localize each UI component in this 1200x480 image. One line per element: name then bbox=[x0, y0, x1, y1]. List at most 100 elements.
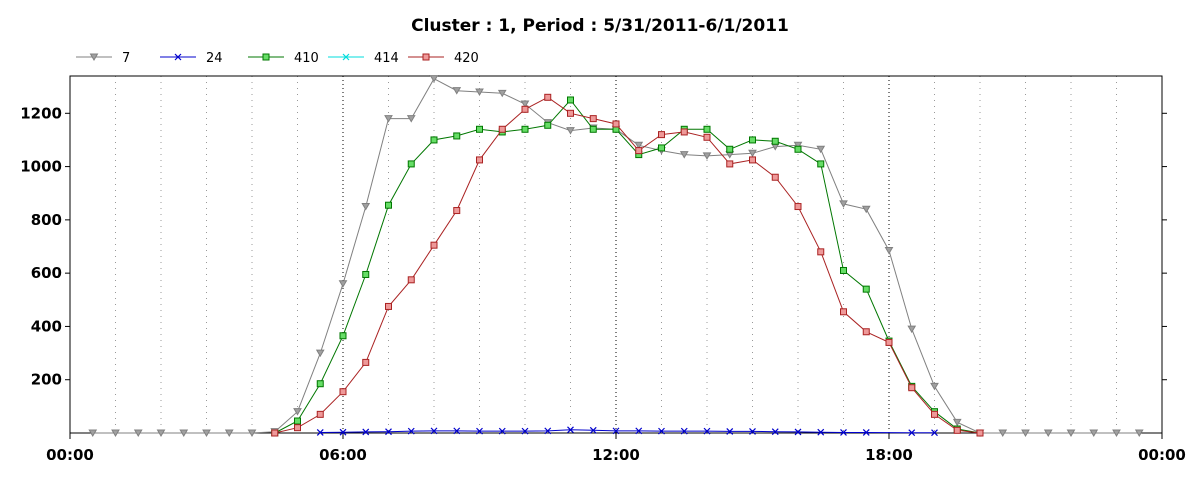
x-marker bbox=[726, 427, 734, 435]
square-marker bbox=[726, 160, 734, 168]
square-marker bbox=[658, 131, 665, 139]
square-marker bbox=[931, 410, 938, 418]
triangle-marker bbox=[293, 408, 302, 416]
triangle-marker bbox=[816, 145, 826, 154]
triangle-marker bbox=[1089, 429, 1099, 437]
triangle-marker bbox=[520, 100, 530, 108]
square-marker bbox=[316, 380, 324, 388]
x-tick-label: 18:00 bbox=[865, 446, 913, 464]
x-marker bbox=[453, 427, 461, 435]
triangle-marker bbox=[1021, 429, 1030, 437]
legend-item-414: 414 bbox=[328, 51, 399, 66]
square-marker bbox=[567, 109, 574, 117]
triangle-marker bbox=[429, 75, 439, 83]
square-marker bbox=[362, 270, 370, 278]
square-marker bbox=[422, 53, 430, 61]
square-marker bbox=[589, 125, 597, 133]
triangle-marker bbox=[361, 203, 371, 211]
series-line-410 bbox=[274, 99, 981, 434]
triangle-marker bbox=[247, 429, 257, 437]
square-marker bbox=[362, 358, 370, 366]
series-420 bbox=[271, 93, 984, 437]
square-marker bbox=[385, 302, 392, 310]
legend-item-7: 7 bbox=[76, 51, 130, 66]
legend-label: 410 bbox=[294, 51, 319, 66]
series-410 bbox=[271, 96, 984, 437]
square-marker bbox=[294, 424, 301, 432]
square-marker bbox=[476, 156, 483, 164]
square-marker bbox=[658, 144, 665, 152]
x-marker bbox=[342, 53, 350, 61]
triangle-marker bbox=[839, 200, 848, 208]
x-tick-label: 06:00 bbox=[319, 446, 367, 464]
square-marker bbox=[544, 121, 552, 129]
square-marker bbox=[498, 125, 506, 133]
legend-label: 24 bbox=[206, 51, 223, 66]
y-tick-label: 800 bbox=[31, 211, 62, 229]
square-marker bbox=[521, 105, 529, 113]
x-marker bbox=[794, 428, 802, 436]
square-marker bbox=[521, 125, 529, 133]
axes: 200 400 600 800 1000 1200 00:00 06:00 12:00 18:00… bbox=[20, 104, 1186, 464]
x-marker bbox=[862, 429, 870, 436]
square-marker bbox=[430, 136, 438, 144]
triangle-marker bbox=[907, 325, 917, 334]
legend-item-420: 420 bbox=[408, 51, 479, 66]
square-marker bbox=[612, 120, 620, 128]
x-marker bbox=[544, 427, 552, 435]
x-marker bbox=[362, 428, 370, 436]
y-tick-label: 600 bbox=[31, 264, 62, 282]
triangle-marker bbox=[384, 115, 393, 123]
square-marker bbox=[635, 147, 643, 155]
square-marker bbox=[385, 201, 392, 209]
y-tick-label: 200 bbox=[31, 371, 62, 389]
legend-label: 414 bbox=[374, 51, 399, 66]
chart-title: Cluster : 1, Period : 5/31/2011-6/1/2011 bbox=[411, 16, 789, 36]
square-marker bbox=[840, 266, 847, 274]
square-marker bbox=[953, 426, 961, 434]
square-marker bbox=[589, 115, 597, 123]
x-marker bbox=[749, 427, 756, 435]
square-marker bbox=[430, 241, 438, 249]
series-24 bbox=[316, 426, 938, 437]
square-marker bbox=[407, 160, 415, 168]
series-line-420 bbox=[274, 96, 981, 434]
legend-label: 420 bbox=[454, 51, 479, 66]
square-marker bbox=[794, 145, 802, 153]
square-marker bbox=[476, 125, 483, 133]
triangle-marker bbox=[338, 280, 348, 288]
triangle-marker bbox=[89, 53, 99, 61]
square-marker bbox=[316, 410, 324, 418]
triangle-marker bbox=[497, 89, 507, 98]
triangle-marker bbox=[884, 247, 894, 255]
square-marker bbox=[749, 136, 756, 144]
x-marker bbox=[635, 427, 643, 435]
triangle-marker bbox=[452, 87, 462, 95]
triangle-marker bbox=[634, 141, 644, 150]
triangle-marker bbox=[1112, 429, 1121, 437]
triangle-marker bbox=[475, 88, 484, 96]
x-marker bbox=[339, 428, 347, 436]
x-marker bbox=[430, 427, 438, 435]
square-marker bbox=[885, 338, 893, 346]
square-marker bbox=[453, 132, 461, 140]
x-tick-label: 00:00 bbox=[46, 446, 94, 464]
triangle-marker bbox=[861, 205, 871, 214]
square-marker bbox=[262, 53, 270, 61]
triangle-marker bbox=[679, 151, 689, 159]
x-marker bbox=[658, 427, 665, 435]
x-tick-label: 00:00 bbox=[1138, 446, 1186, 464]
square-marker bbox=[453, 207, 461, 215]
square-marker bbox=[840, 308, 847, 316]
square-marker bbox=[862, 328, 870, 336]
x-marker bbox=[385, 428, 392, 436]
triangle-marker bbox=[156, 429, 166, 437]
square-marker bbox=[339, 332, 347, 340]
chart-legend: 7 24 410 414 420 bbox=[76, 51, 479, 66]
y-tick-label: 1000 bbox=[20, 158, 62, 176]
triangle-marker bbox=[930, 382, 939, 391]
x-tick-label: 12:00 bbox=[592, 446, 640, 464]
triangle-marker bbox=[202, 429, 211, 437]
x-marker bbox=[174, 53, 182, 61]
x-marker bbox=[498, 427, 506, 435]
